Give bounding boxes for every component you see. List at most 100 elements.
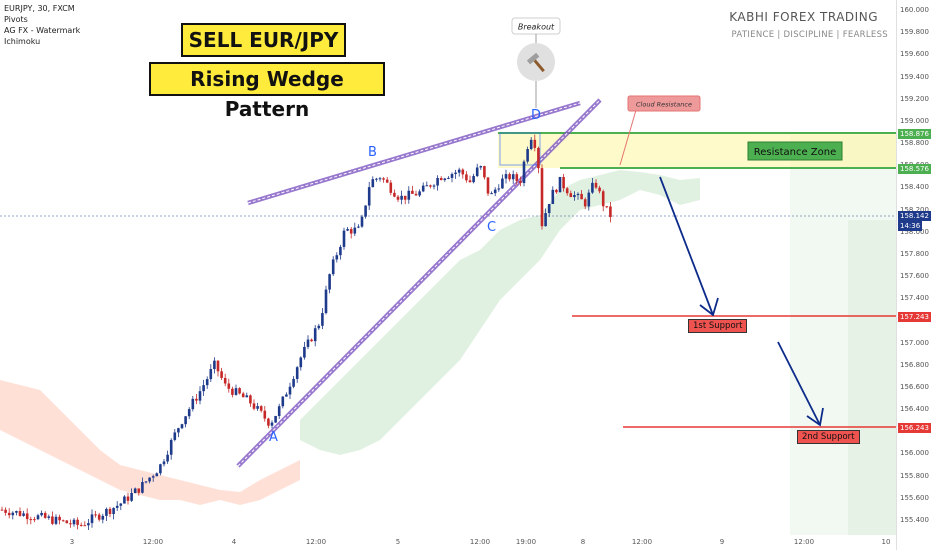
candle-body [580, 193, 583, 200]
cloud-resistance-label: Cloud Resistance [636, 101, 692, 109]
price-axis[interactable] [896, 0, 932, 550]
candle-body [501, 178, 504, 189]
candle-body [353, 227, 357, 234]
indicator-pivots[interactable]: Pivots [4, 15, 28, 24]
candle-body [69, 523, 72, 525]
wedge-upper-inner [247, 102, 581, 204]
candle-body [299, 357, 303, 368]
candle-body [400, 195, 403, 200]
candle-body [180, 424, 184, 429]
candle-body [187, 409, 191, 417]
price-tick: 159.000 [900, 116, 929, 125]
candle-body [598, 187, 601, 192]
candle-body [504, 174, 508, 179]
candle-body [169, 439, 173, 455]
candle-body [490, 193, 493, 195]
candle-body [195, 398, 198, 401]
price-tick: 155.600 [900, 493, 929, 502]
candle-body [40, 512, 43, 516]
candle-body [292, 378, 295, 387]
candle-body [468, 180, 472, 183]
candle-body [475, 167, 479, 177]
candle-body [313, 328, 317, 342]
support-1-label: 1st Support [688, 319, 748, 333]
price-tick: 158.200 [900, 205, 929, 214]
candle-body [15, 511, 18, 513]
candle-body [382, 178, 385, 180]
candle-body [29, 519, 33, 521]
candle-body [306, 339, 310, 347]
candle-body [259, 406, 263, 411]
candle-body [375, 178, 378, 180]
price-tag-countdown: 14:36 [898, 221, 923, 231]
trade-title: SELL EUR/JPY [181, 23, 346, 57]
price-tag-support-1: 157.243 [898, 312, 931, 322]
candle-body [238, 388, 241, 394]
candle-body [274, 415, 277, 423]
indicator-ichimoku[interactable]: Ichimoku [4, 37, 41, 46]
candle-body [4, 509, 7, 513]
time-tick: 4 [231, 538, 237, 546]
candle-body [515, 174, 519, 181]
candle-body [159, 464, 162, 474]
indicator-watermark[interactable]: AG FX - Watermark [4, 26, 81, 35]
price-tag-current: 158.142 [898, 211, 931, 221]
candle-body [18, 511, 22, 516]
candle-body [591, 182, 594, 193]
resistance-zone-label: Resistance Zone [754, 147, 837, 158]
candle-body [331, 259, 335, 275]
candle-body [558, 176, 562, 193]
candle-body [367, 187, 371, 206]
candle-body [216, 360, 220, 372]
candle-body [508, 174, 511, 180]
candle-body [328, 274, 331, 290]
candle-body [295, 367, 299, 379]
time-tick: 19:00 [515, 538, 537, 546]
symbol-legend[interactable]: EURJPY, 30, FXCM [4, 4, 75, 13]
candle-body [511, 174, 515, 180]
candle-body [141, 482, 144, 493]
candle-body [87, 523, 90, 526]
candle-body [162, 461, 166, 465]
candle-body [605, 206, 609, 208]
price-tick: 158.800 [900, 139, 929, 148]
candle-body [573, 195, 576, 198]
candle-body [234, 388, 238, 395]
projection-arrowhead-2 [806, 407, 824, 427]
candle-body [22, 513, 25, 516]
candle-body [461, 169, 465, 175]
future-zone-dark [848, 220, 896, 535]
candle-body [609, 206, 612, 218]
candle-body [144, 481, 148, 483]
candle-body [133, 488, 137, 494]
candle-body [184, 416, 187, 425]
candle-body [303, 346, 306, 358]
candle-body [594, 182, 598, 188]
ichimoku-cloud-red [0, 380, 300, 505]
price-tick: 157.800 [900, 249, 929, 258]
candle-body [76, 519, 79, 525]
candle-body [105, 508, 108, 516]
point-b: B [368, 145, 377, 160]
candle-body [587, 192, 591, 207]
candle-body [36, 515, 40, 520]
candle-body [479, 166, 483, 168]
cloud-resistance-pointer [619, 109, 637, 166]
time-tick: 8 [580, 538, 586, 546]
candle-body [450, 174, 454, 178]
candle-body [202, 385, 205, 392]
candle-body [83, 525, 87, 527]
ichimoku-cloud-green [300, 170, 700, 455]
price-tick: 156.800 [900, 360, 929, 369]
candle-body [389, 182, 393, 193]
candle-body [281, 396, 285, 407]
candle-body [54, 516, 58, 524]
breakout-label: Breakout [518, 23, 555, 32]
price-tick: 155.400 [900, 516, 929, 524]
candle-body [439, 178, 443, 181]
candle-body [537, 147, 540, 169]
candle-body [522, 161, 526, 184]
candle-body [97, 514, 101, 520]
candle-body [396, 196, 400, 200]
